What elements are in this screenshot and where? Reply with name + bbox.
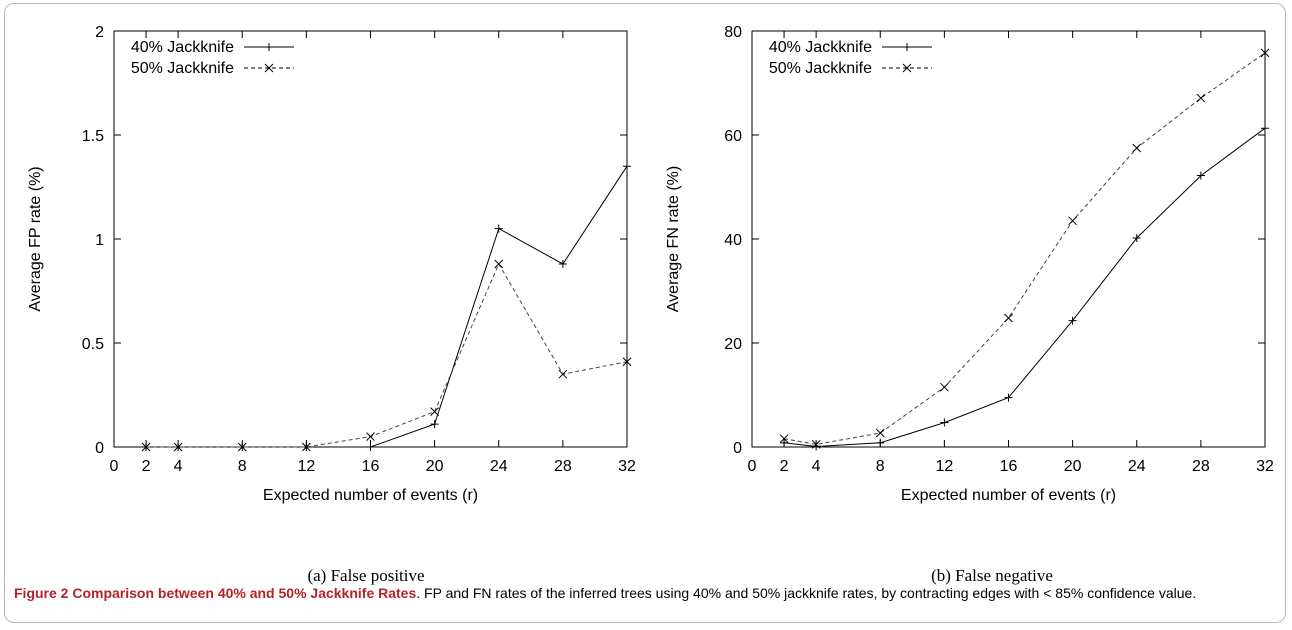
x-axis-label: Expected number of events (r) (901, 487, 1116, 504)
x-tick-label: 12 (935, 458, 953, 475)
x-tick-label: 12 (297, 458, 315, 475)
legend-label: 40% Jackknife (769, 39, 872, 56)
legend-marker-1 (265, 43, 273, 51)
data-point-2 (940, 382, 949, 392)
y-tick-label: 2 (95, 24, 104, 41)
x-tick-label: 24 (1128, 458, 1146, 475)
data-point-2 (1004, 313, 1013, 323)
data-point-2 (1068, 216, 1077, 226)
legend-marker-1 (903, 43, 911, 51)
y-tick-label: 20 (724, 336, 742, 353)
data-point-1 (430, 420, 439, 429)
data-point-1 (1261, 124, 1269, 133)
caption-title: Figure 2 Comparison between 40% and 50% … (14, 585, 417, 601)
x-tick-label: 4 (812, 458, 821, 475)
x-tick-label: 0 (748, 458, 757, 475)
legend-label: 50% Jackknife (769, 60, 872, 77)
x-tick-label: 20 (1064, 458, 1082, 475)
data-point-2 (141, 442, 151, 452)
x-tick-label: 20 (426, 458, 444, 475)
caption-text: . FP and FN rates of the inferred trees … (416, 585, 1197, 601)
data-point-2 (1260, 48, 1270, 58)
data-point-2 (779, 434, 789, 444)
data-point-1 (1196, 171, 1205, 180)
y-tick-label: 40 (724, 232, 742, 249)
data-point-1 (1004, 393, 1013, 402)
data-point-1 (876, 438, 885, 447)
legend-marker-2 (902, 63, 912, 73)
x-tick-label: 16 (1000, 458, 1018, 475)
data-point-1 (1068, 316, 1077, 325)
y-tick-label: 80 (724, 24, 742, 41)
x-tick-label: 16 (362, 458, 380, 475)
y-axis-label: Average FN rate (%) (665, 166, 682, 312)
series-line-2 (146, 262, 628, 448)
data-point-2 (430, 407, 439, 416)
data-point-2 (875, 428, 885, 438)
data-point-2 (811, 440, 821, 449)
series-line-2 (784, 52, 1266, 445)
x-tick-label: 28 (554, 458, 572, 475)
x-tick-label: 28 (1192, 458, 1210, 475)
x-tick-label: 32 (618, 458, 636, 475)
x-tick-label: 24 (490, 458, 508, 475)
x-tick-label: 0 (110, 458, 119, 475)
y-tick-label: 0 (733, 440, 742, 457)
legend-label: 50% Jackknife (131, 60, 234, 77)
figure-caption: Figure 2 Comparison between 40% and 50% … (14, 584, 1276, 603)
y-tick-label: 1 (95, 232, 104, 249)
data-point-2 (1196, 93, 1206, 103)
y-tick-label: 0.5 (82, 336, 104, 353)
data-point-1 (780, 438, 789, 447)
x-tick-label: 8 (876, 458, 885, 475)
y-tick-label: 0 (95, 440, 104, 457)
x-tick-label: 4 (174, 458, 183, 475)
data-point-2 (558, 369, 568, 379)
data-point-2 (237, 442, 247, 452)
data-point-2 (173, 442, 183, 452)
data-point-2 (366, 432, 375, 441)
legend-marker-2 (264, 63, 274, 73)
plot-border (751, 30, 1266, 448)
subcaption-false-positive: (a) False positive (307, 566, 425, 585)
y-tick-label: 1.5 (82, 128, 104, 145)
data-point-1 (494, 224, 503, 233)
data-point-1 (623, 162, 631, 171)
data-point-1 (940, 418, 949, 427)
y-axis-label: Average FP rate (%) (27, 166, 44, 311)
data-point-1 (558, 259, 567, 268)
data-point-2 (1132, 143, 1142, 153)
x-tick-label: 2 (780, 458, 789, 475)
data-point-1 (366, 443, 375, 451)
figure-frame (4, 3, 1286, 623)
data-point-2 (494, 259, 504, 269)
x-tick-label: 8 (238, 458, 247, 475)
plot-border (113, 30, 628, 448)
data-point-2 (302, 442, 311, 452)
y-tick-label: 60 (724, 128, 742, 145)
legend-label: 40% Jackknife (131, 39, 234, 56)
series-line-1 (146, 165, 628, 448)
data-point-2 (622, 357, 632, 367)
x-tick-label: 2 (142, 458, 151, 475)
x-axis-label: Expected number of events (r) (263, 487, 478, 504)
x-tick-label: 32 (1256, 458, 1274, 475)
series-line-1 (784, 127, 1266, 448)
subcaption-false-negative: (b) False negative (931, 566, 1053, 585)
data-point-1 (1132, 233, 1141, 242)
